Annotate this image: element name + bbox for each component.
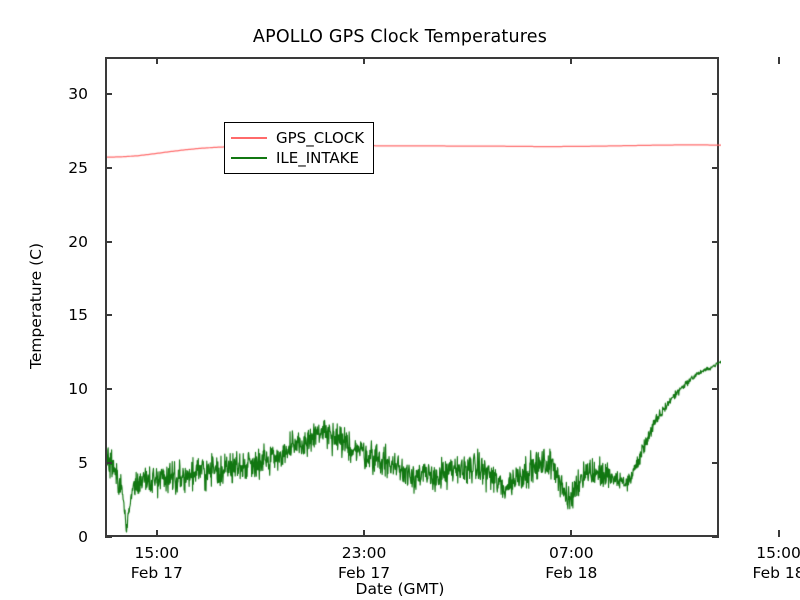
x-tick-mark-top [570,57,573,64]
legend-label-ile-intake: ILE_INTAKE [276,149,359,167]
legend-label-gps-clock: GPS_CLOCK [276,129,365,147]
legend-swatch-gps-clock [231,137,267,139]
x-tick-mark-top [363,57,366,64]
y-tick-mark [105,166,112,169]
legend-entry-gps-clock: GPS_CLOCK [231,128,364,148]
x-tick-label: 15:00 Feb 18 [752,544,800,582]
x-tick-mark-top [777,57,780,64]
y-axis-label: Temperature (C) [27,242,45,370]
y-tick-mark-right [712,536,719,538]
y-tick-label: 0 [78,528,88,546]
x-tick-mark-top [155,57,158,64]
y-tick-label: 25 [68,158,88,177]
legend-swatch-ile-intake [231,157,267,159]
chart-legend: GPS_CLOCK ILE_INTAKE [224,122,375,174]
y-tick-label: 10 [68,380,88,399]
y-tick-label: 30 [68,84,88,103]
y-tick-mark-right [712,462,719,465]
x-tick-mark [155,530,158,537]
y-tick-mark-right [712,166,719,169]
y-tick-mark [105,462,112,465]
y-tick-mark [105,536,112,538]
y-tick-mark-right [712,314,719,317]
plot-area: GPS_CLOCK ILE_INTAKE [105,57,721,539]
y-tick-mark [105,240,112,243]
y-tick-mark-right [712,388,719,391]
x-tick-mark [570,530,573,537]
y-tick-label: 20 [68,232,88,251]
legend-entry-ile-intake: ILE_INTAKE [231,148,364,168]
y-tick-label: 15 [68,306,88,325]
y-tick-mark [105,92,112,95]
x-tick-label: 15:00 Feb 17 [130,544,183,582]
y-tick-mark-right [712,240,719,243]
y-tick-mark-right [712,92,719,95]
x-tick-label: 23:00 Feb 17 [338,544,391,582]
x-tick-mark [363,530,366,537]
y-tick-mark [105,388,112,391]
y-tick-label: 5 [78,454,88,473]
chart-title: APOLLO GPS Clock Temperatures [252,27,548,47]
x-axis-label: Date (GMT) [355,580,445,598]
plot-canvas [107,59,721,539]
x-tick-mark [777,530,780,537]
y-tick-mark [105,314,112,317]
x-tick-label: 07:00 Feb 18 [545,544,598,582]
